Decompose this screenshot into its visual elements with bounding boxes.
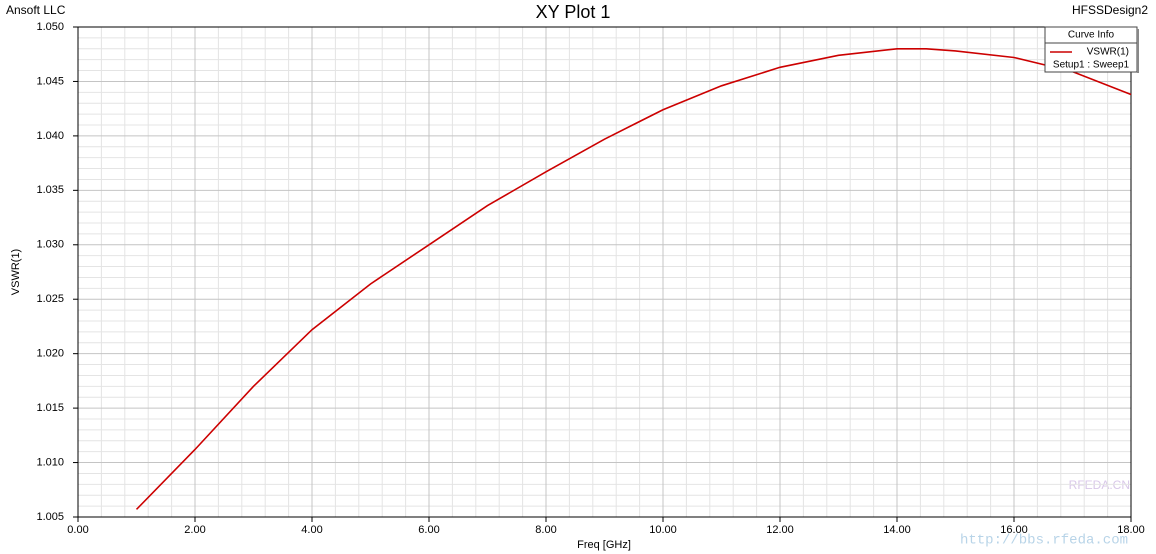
y-tick-label: 1.045 xyxy=(36,75,64,87)
legend-setup: Setup1 : Sweep1 xyxy=(1053,60,1130,71)
x-tick-label: 12.00 xyxy=(766,524,794,536)
y-tick-label: 1.035 xyxy=(36,184,64,196)
y-axis-label: VSWR(1) xyxy=(10,249,22,295)
plot-frame xyxy=(77,26,1132,518)
x-axis-label: Freq [GHz] xyxy=(577,539,631,551)
x-tick-label: 16.00 xyxy=(1000,524,1028,536)
x-tick-label: 10.00 xyxy=(649,524,677,536)
legend-label: VSWR(1) xyxy=(1087,47,1129,58)
watermark: http://bbs.rfeda.com xyxy=(960,533,1128,549)
x-tick-label: 6.00 xyxy=(418,524,439,536)
y-tick-label: 1.025 xyxy=(36,293,64,305)
x-tick-label: 8.00 xyxy=(535,524,556,536)
watermark: RFEDA.CN xyxy=(1069,478,1130,492)
x-tick-label: 18.00 xyxy=(1117,524,1145,536)
y-tick-label: 1.015 xyxy=(36,402,64,414)
y-tick-label: 1.020 xyxy=(36,348,64,360)
series-line xyxy=(135,47,1132,510)
company: Ansoft LLC xyxy=(6,3,66,17)
legend-title: Curve Info xyxy=(1068,30,1115,41)
y-tick-label: 1.050 xyxy=(36,21,64,33)
design-name: HFSSDesign2 xyxy=(1072,3,1148,17)
x-tick-label: 14.00 xyxy=(883,524,911,536)
y-tick-label: 1.010 xyxy=(36,456,64,468)
legend-box xyxy=(1044,26,1138,73)
x-tick-label: 4.00 xyxy=(301,524,322,536)
y-tick-label: 1.040 xyxy=(36,130,64,142)
chart-title: XY Plot 1 xyxy=(536,2,611,22)
x-tick-label: 2.00 xyxy=(184,524,205,536)
y-tick-label: 1.005 xyxy=(36,511,64,523)
y-tick-label: 1.030 xyxy=(36,239,64,251)
x-tick-label: 0.00 xyxy=(67,524,88,536)
